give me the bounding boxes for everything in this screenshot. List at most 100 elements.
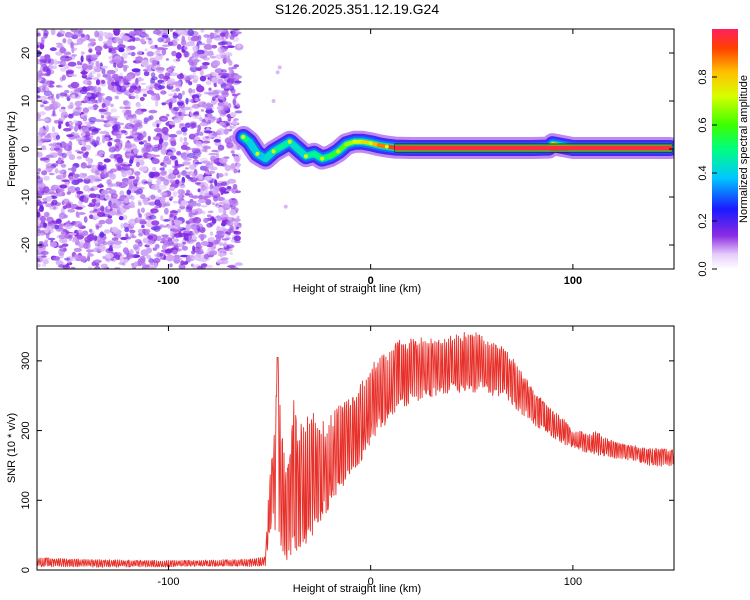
noise-blob	[100, 263, 108, 269]
noise-blob	[139, 194, 146, 200]
noise-blob	[159, 192, 167, 196]
noise-blob	[43, 90, 53, 97]
noise-blob	[160, 197, 166, 202]
noise-blob	[226, 244, 235, 249]
noise-blob	[225, 122, 230, 127]
noise-blob	[45, 154, 54, 158]
noise-blob	[82, 69, 86, 76]
noise-blob	[55, 218, 62, 224]
noise-blob	[37, 140, 43, 147]
noise-blob	[118, 207, 127, 214]
noise-blob	[140, 108, 147, 112]
noise-blob	[160, 90, 167, 95]
noise-blob	[122, 257, 129, 260]
noise-blob	[169, 137, 176, 144]
noise-blob	[151, 158, 160, 165]
noise-blob	[218, 241, 223, 247]
noise-blob	[219, 32, 226, 37]
noise-blob	[168, 121, 176, 125]
noise-blob	[152, 136, 161, 141]
noise-blob	[55, 134, 61, 140]
noise-blob	[179, 136, 183, 143]
noise-blob	[176, 44, 182, 50]
noise-blob	[220, 86, 230, 89]
noise-blob	[234, 262, 243, 266]
noise-blob	[215, 54, 224, 60]
spectrogram-y-label: Frequency (Hz)	[6, 111, 18, 187]
noise-blob	[151, 184, 160, 191]
noise-blob	[37, 70, 43, 78]
noise-blob	[118, 215, 124, 221]
noise-blob	[211, 72, 219, 77]
noise-blob	[146, 90, 155, 95]
noise-blob	[82, 152, 89, 159]
noise-blob	[209, 236, 215, 240]
noise-blob	[163, 155, 170, 161]
noise-blob	[63, 51, 72, 56]
noise-blob	[195, 248, 204, 255]
noise-blob	[211, 218, 217, 224]
noise-blob	[164, 248, 172, 254]
noise-blob	[177, 175, 181, 178]
noise-blob	[82, 107, 90, 114]
noise-blob	[185, 97, 189, 105]
noise-blob	[180, 254, 189, 258]
noise-blob	[66, 191, 71, 195]
noise-blob	[37, 95, 41, 99]
noise-blob	[206, 222, 213, 228]
noise-blob	[80, 162, 88, 169]
noise-blob	[110, 258, 114, 261]
noise-blob	[105, 252, 114, 259]
noise-blob	[89, 42, 95, 45]
noise-blob	[194, 161, 203, 165]
noise-blob	[189, 111, 193, 117]
noise-blob	[80, 51, 85, 55]
noise-blob	[80, 259, 86, 262]
noise-blob	[170, 39, 178, 47]
noise-blob	[173, 106, 180, 112]
noise-blob	[92, 247, 100, 253]
noise-blob	[124, 227, 130, 233]
noise-blob	[98, 219, 106, 225]
noise-blob	[189, 210, 193, 218]
noise-blob	[78, 124, 82, 130]
noise-blob	[106, 179, 112, 185]
noise-blob	[43, 222, 47, 228]
noise-blob	[216, 128, 226, 136]
noise-blob	[168, 134, 178, 138]
noise-blob	[64, 145, 72, 151]
noise-blob	[184, 167, 189, 170]
noise-blob	[204, 172, 212, 176]
noise-blob	[139, 220, 147, 225]
noise-blob	[134, 157, 141, 163]
noise-blob	[201, 140, 211, 144]
noise-blob	[150, 72, 156, 78]
noise-blob	[180, 144, 188, 150]
noise-blob	[91, 261, 96, 267]
noise-blob	[214, 84, 218, 88]
y-tick-label: 300	[20, 352, 32, 370]
noise-blob	[114, 67, 119, 73]
noise-blob	[187, 36, 191, 41]
noise-blob	[196, 85, 205, 93]
noise-blob	[55, 174, 65, 180]
noise-blob	[143, 228, 151, 234]
noise-blob	[174, 226, 183, 230]
noise-blob	[100, 65, 109, 69]
noise-blob	[216, 235, 221, 243]
noise-blob	[83, 176, 91, 180]
noise-blob	[76, 151, 84, 154]
noise-blob	[169, 179, 177, 184]
noise-blob	[85, 124, 91, 128]
noise-blob	[157, 37, 164, 43]
noise-blob	[142, 140, 148, 143]
noise-blob	[114, 36, 121, 41]
noise-blob	[192, 45, 199, 52]
noise-blob	[72, 119, 79, 124]
noise-blob	[87, 65, 93, 71]
noise-blob	[45, 86, 49, 92]
noise-blob	[214, 179, 218, 187]
noise-blob	[131, 68, 141, 73]
noise-blob	[47, 237, 56, 241]
noise-blob	[135, 188, 140, 196]
